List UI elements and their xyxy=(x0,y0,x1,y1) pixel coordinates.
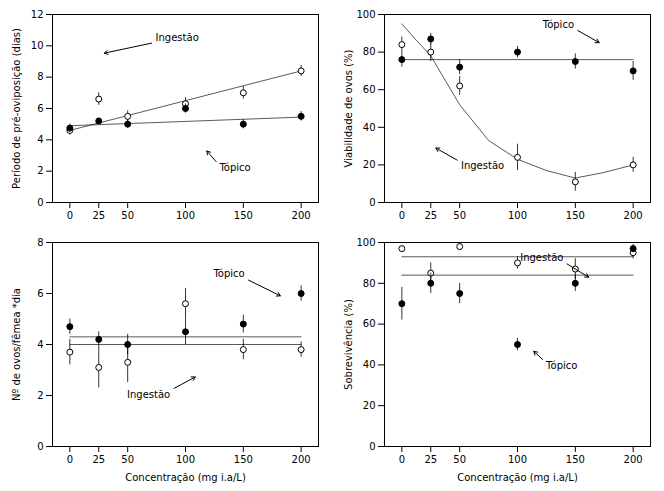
svg-text:50: 50 xyxy=(453,454,466,465)
svg-text:0: 0 xyxy=(369,197,375,208)
svg-text:Nº de ovos/fêmea *dia: Nº de ovos/fêmea *dia xyxy=(11,288,22,401)
svg-text:25: 25 xyxy=(424,454,437,465)
svg-text:Período de pré-oviposição (dia: Período de pré-oviposição (dias) xyxy=(11,28,22,189)
svg-text:Concentração (mg i.a/L): Concentração (mg i.a/L) xyxy=(457,472,578,483)
svg-text:0: 0 xyxy=(37,197,43,208)
svg-text:4: 4 xyxy=(37,134,43,145)
svg-text:0: 0 xyxy=(67,210,73,221)
svg-text:10: 10 xyxy=(31,40,44,51)
svg-text:Concentração (mg i.a/L): Concentração (mg i.a/L) xyxy=(125,472,246,483)
svg-text:60: 60 xyxy=(363,84,376,95)
svg-text:0: 0 xyxy=(399,454,405,465)
svg-text:Ingestão: Ingestão xyxy=(156,32,199,43)
svg-text:Tópico: Tópico xyxy=(545,360,577,371)
svg-text:Tópico: Tópico xyxy=(212,268,244,279)
svg-text:Tópico: Tópico xyxy=(542,19,574,30)
svg-text:200: 200 xyxy=(292,454,311,465)
svg-text:150: 150 xyxy=(566,454,585,465)
svg-text:2: 2 xyxy=(37,165,43,176)
svg-text:25: 25 xyxy=(92,210,105,221)
svg-text:20: 20 xyxy=(363,159,376,170)
svg-text:Sobrevivência (%): Sobrevivência (%) xyxy=(343,299,354,390)
svg-text:2: 2 xyxy=(37,390,43,401)
svg-text:150: 150 xyxy=(234,454,253,465)
svg-text:Viabilidade de ovos (%): Viabilidade de ovos (%) xyxy=(343,49,354,167)
svg-text:0: 0 xyxy=(67,454,73,465)
svg-text:80: 80 xyxy=(363,278,376,289)
svg-text:150: 150 xyxy=(234,210,253,221)
svg-text:100: 100 xyxy=(508,454,527,465)
svg-text:25: 25 xyxy=(424,210,437,221)
svg-text:Ingestão: Ingestão xyxy=(461,160,504,171)
svg-text:Ingestão: Ingestão xyxy=(520,252,563,263)
svg-text:12: 12 xyxy=(31,9,44,20)
svg-text:200: 200 xyxy=(292,210,311,221)
svg-text:200: 200 xyxy=(624,454,643,465)
svg-text:150: 150 xyxy=(566,210,585,221)
svg-text:80: 80 xyxy=(363,46,376,57)
svg-text:100: 100 xyxy=(508,210,527,221)
svg-text:60: 60 xyxy=(363,318,376,329)
svg-text:6: 6 xyxy=(37,103,43,114)
svg-text:100: 100 xyxy=(356,9,375,20)
svg-text:25: 25 xyxy=(92,454,105,465)
svg-text:100: 100 xyxy=(176,210,195,221)
svg-text:8: 8 xyxy=(37,71,43,82)
svg-text:200: 200 xyxy=(624,210,643,221)
svg-text:20: 20 xyxy=(363,400,376,411)
svg-text:6: 6 xyxy=(37,288,43,299)
svg-text:50: 50 xyxy=(121,210,134,221)
svg-text:100: 100 xyxy=(176,454,195,465)
svg-text:0: 0 xyxy=(369,441,375,452)
svg-text:40: 40 xyxy=(363,122,376,133)
svg-text:Tópico: Tópico xyxy=(218,162,250,173)
svg-text:50: 50 xyxy=(121,454,134,465)
svg-text:0: 0 xyxy=(37,441,43,452)
svg-text:50: 50 xyxy=(453,210,466,221)
svg-text:40: 40 xyxy=(363,359,376,370)
svg-text:Ingestão: Ingestão xyxy=(127,389,170,400)
svg-text:0: 0 xyxy=(399,210,405,221)
svg-text:8: 8 xyxy=(37,237,43,248)
svg-text:4: 4 xyxy=(37,339,43,350)
svg-text:100: 100 xyxy=(356,237,375,248)
